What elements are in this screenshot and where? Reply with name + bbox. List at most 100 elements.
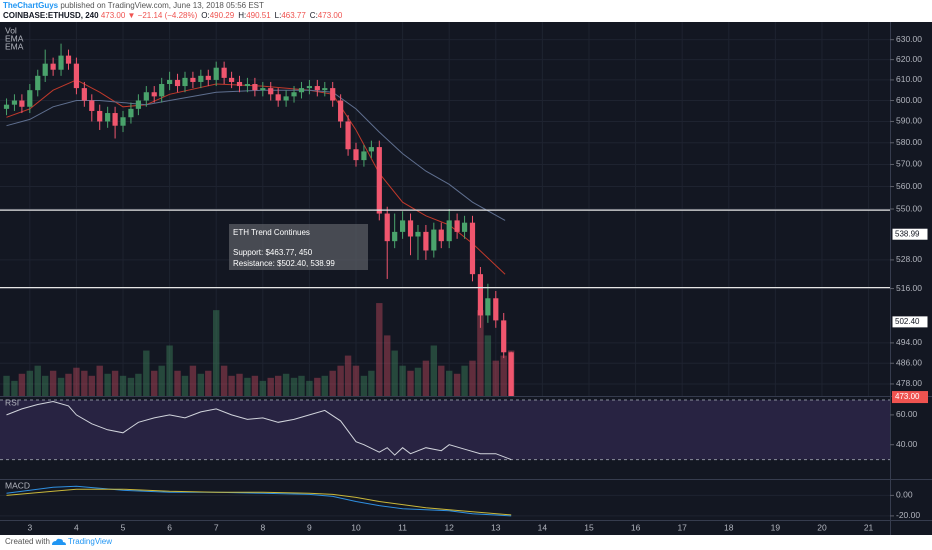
candle-body xyxy=(275,94,281,101)
candle-body xyxy=(485,298,491,316)
volume-bar xyxy=(453,373,461,396)
ohlc-value: 490.51 xyxy=(246,11,271,20)
y-tick-label: 478.00 xyxy=(896,378,922,388)
last-price-label: 473.00 xyxy=(895,392,920,401)
y-tick-label: 560.00 xyxy=(896,181,922,191)
volume-bar xyxy=(422,360,430,396)
candle-body xyxy=(151,92,157,97)
volume-bar xyxy=(96,365,103,396)
candle-body xyxy=(431,229,437,251)
change: ▼ −21.14 (−4.28%) xyxy=(128,11,198,20)
volume-bar xyxy=(34,365,41,396)
candle-body xyxy=(338,100,344,122)
candle-body xyxy=(228,77,235,82)
ohlc-value: 463.77 xyxy=(281,11,306,20)
candle-body xyxy=(50,63,56,70)
x-tick-label: 15 xyxy=(584,522,594,532)
volume-bar xyxy=(314,377,321,396)
y-tick-label: 40.00 xyxy=(896,439,918,449)
header-line2: COINBASE:ETHUSD, 240 473.00 ▼ −21.14 (−4… xyxy=(3,11,343,20)
volume-bar xyxy=(104,373,111,396)
x-tick-label: 8 xyxy=(260,522,265,532)
ohlc-label: H: xyxy=(238,11,246,20)
volume-bar xyxy=(127,377,135,396)
volume-bar xyxy=(11,380,18,396)
volume-bar xyxy=(65,373,72,396)
y-tick-label: 60.00 xyxy=(896,409,918,419)
macd-panel: MACD xyxy=(0,480,890,520)
y-tick-label: 630.00 xyxy=(896,34,922,44)
header-bg xyxy=(0,0,932,22)
candle-body xyxy=(167,79,173,85)
volume-bar xyxy=(3,375,10,396)
candle-body xyxy=(407,220,414,237)
y-tick-label: 600.00 xyxy=(896,95,922,105)
rsi-band xyxy=(0,399,890,460)
candle-body xyxy=(454,220,460,232)
volume-bar xyxy=(500,355,507,396)
x-tick-label: 12 xyxy=(444,522,454,532)
price-label-box xyxy=(891,227,929,241)
volume-bar xyxy=(181,375,189,396)
x-tick-label: 5 xyxy=(121,522,126,532)
x-tick-label: 17 xyxy=(677,522,687,532)
price-label-box xyxy=(891,315,929,329)
candle-body xyxy=(205,75,211,80)
candle-body xyxy=(35,75,41,91)
logo xyxy=(52,538,66,545)
volume-bar xyxy=(321,375,328,396)
x-tick-label: 11 xyxy=(398,522,407,532)
candle-body xyxy=(423,231,429,251)
x-tick-label: 14 xyxy=(538,522,548,532)
candle-body xyxy=(3,104,10,109)
annotation-line: Resistance: $502.40, 538.99 xyxy=(233,259,335,268)
symbol: COINBASE:ETHUSD, 240 xyxy=(3,11,99,20)
header-line1: TheChartGuys published on TradingView.co… xyxy=(3,1,264,10)
volume-bar xyxy=(344,355,352,396)
candle-body xyxy=(353,149,359,161)
candle-body xyxy=(105,113,111,122)
y-tick-label: 516.00 xyxy=(896,283,922,293)
candle-body xyxy=(508,352,514,396)
candle-body xyxy=(283,96,289,101)
candle-body xyxy=(461,222,468,232)
volume-bar xyxy=(135,373,142,396)
volume-bar xyxy=(49,370,57,396)
candle-body xyxy=(143,92,149,101)
candle-body xyxy=(493,298,499,321)
volume-bar xyxy=(189,365,197,396)
volume-bar xyxy=(329,370,336,396)
candle-body xyxy=(73,63,80,89)
volume-bar xyxy=(360,375,368,396)
candle-body xyxy=(11,100,18,105)
volume-bar xyxy=(236,373,243,396)
candle-body xyxy=(330,88,336,101)
volume-bar xyxy=(41,375,49,396)
ohlc-label: C: xyxy=(310,11,318,20)
y-tick-label: 590.00 xyxy=(896,116,922,126)
volume-bar xyxy=(407,370,414,396)
indicator-line xyxy=(6,485,512,517)
candle-body xyxy=(252,84,258,91)
x-tick-label: 20 xyxy=(817,522,827,532)
volume-bar xyxy=(290,377,298,396)
candle-body xyxy=(97,110,103,122)
volume-bar xyxy=(166,345,173,396)
volume-bar xyxy=(384,335,391,396)
candle-body xyxy=(244,84,251,87)
legend-entry: MACD xyxy=(5,480,30,490)
volume-bar xyxy=(274,375,282,396)
candle-body xyxy=(19,100,25,107)
candle-body xyxy=(322,88,328,91)
candle-body xyxy=(384,213,390,242)
ohlc-label: L: xyxy=(275,11,282,20)
volume-bar xyxy=(251,375,259,396)
indicator-line xyxy=(6,400,512,461)
volume-bar xyxy=(461,365,468,396)
panel-bg xyxy=(0,480,890,520)
candle-body xyxy=(81,88,87,101)
x-tick-label: 16 xyxy=(631,522,641,532)
volume-bar xyxy=(73,367,80,396)
volume-bar xyxy=(282,373,290,396)
